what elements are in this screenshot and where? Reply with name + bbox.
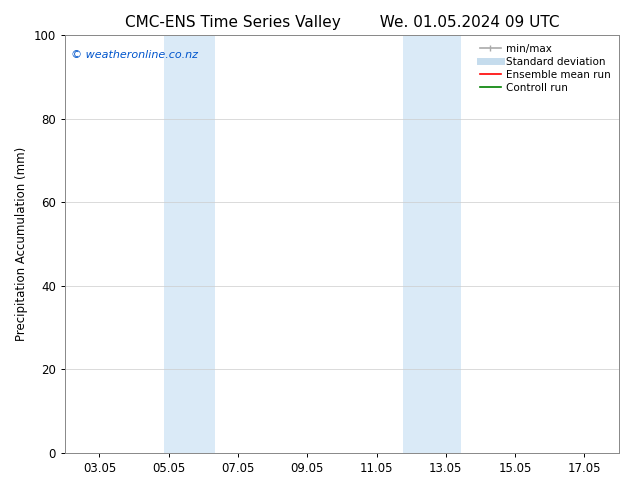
Text: © weatheronline.co.nz: © weatheronline.co.nz — [72, 50, 198, 60]
Y-axis label: Precipitation Accumulation (mm): Precipitation Accumulation (mm) — [15, 147, 28, 341]
Legend: min/max, Standard deviation, Ensemble mean run, Controll run: min/max, Standard deviation, Ensemble me… — [477, 41, 614, 96]
Bar — [403, 35, 462, 453]
Bar — [164, 35, 216, 453]
Title: CMC-ENS Time Series Valley        We. 01.05.2024 09 UTC: CMC-ENS Time Series Valley We. 01.05.202… — [125, 15, 559, 30]
